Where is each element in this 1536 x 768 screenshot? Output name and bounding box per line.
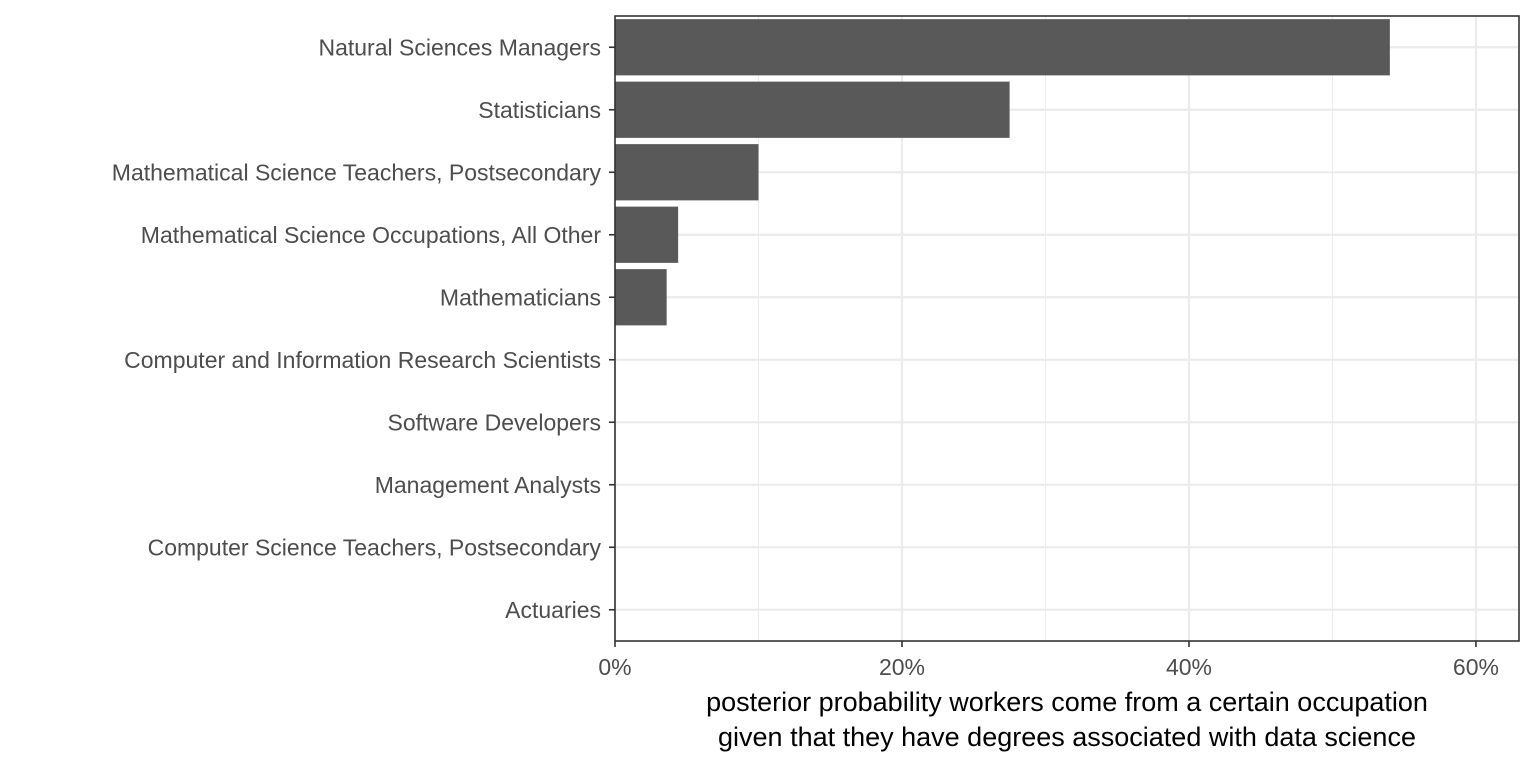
y-axis-category-labels: Natural Sciences Managers Statisticians Ma… bbox=[112, 34, 602, 623]
category-label: Natural Sciences Managers bbox=[318, 34, 601, 60]
category-label: Mathematical Science Teachers, Postsecon… bbox=[112, 159, 602, 185]
x-axis-ticks bbox=[614, 641, 1477, 647]
bar bbox=[615, 81, 1010, 138]
category-label: Mathematicians bbox=[440, 284, 601, 310]
y-axis-ticks bbox=[609, 46, 615, 611]
x-axis-tick-labels: 0% 20% 40% 60% bbox=[598, 654, 1499, 680]
category-label: Actuaries bbox=[505, 597, 601, 623]
category-label: Computer and Information Research Scient… bbox=[124, 347, 601, 373]
category-label: Statisticians bbox=[478, 97, 601, 123]
bar bbox=[615, 206, 679, 263]
x-axis-title-line-2: given that they have degrees associated … bbox=[718, 722, 1416, 752]
bar bbox=[615, 269, 667, 326]
x-axis-title-line-1: posterior probability workers come from … bbox=[706, 687, 1428, 717]
category-label: Software Developers bbox=[388, 409, 602, 435]
major-grid bbox=[613, 16, 1519, 641]
bar bbox=[615, 144, 759, 201]
category-label: Computer Science Teachers, Postsecondary bbox=[148, 534, 602, 560]
x-tick-label: 40% bbox=[1166, 654, 1212, 680]
panel-border bbox=[614, 15, 1520, 642]
x-tick-label: 60% bbox=[1453, 654, 1499, 680]
x-tick-label: 20% bbox=[879, 654, 925, 680]
bars bbox=[615, 19, 1390, 326]
x-tick-label: 0% bbox=[598, 654, 631, 680]
category-label: Management Analysts bbox=[375, 472, 601, 498]
category-label: Mathematical Science Occupations, All Ot… bbox=[141, 222, 602, 248]
bar bbox=[615, 19, 1390, 76]
